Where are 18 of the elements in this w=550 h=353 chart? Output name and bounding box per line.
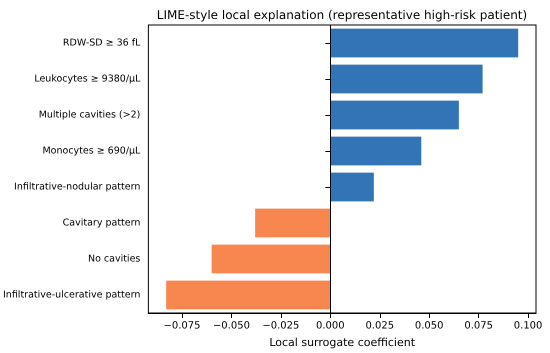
x-tick-label: 0.075 bbox=[464, 320, 493, 332]
x-tick-label: 0.100 bbox=[514, 320, 542, 332]
y-tick-label: Monocytes ≥ 690/µL bbox=[42, 146, 142, 156]
x-tick-label: −0.025 bbox=[262, 320, 300, 332]
y-tick-label: Infiltrative-nodular pattern bbox=[14, 182, 140, 192]
x-tick-label: 0.000 bbox=[316, 320, 345, 332]
y-tick-label: Multiple cavities (>2) bbox=[38, 110, 140, 120]
chart-title: LIME-style local explanation (representative high-risk patient) bbox=[156, 8, 528, 22]
y-tick-label: Infiltrative-ulcerative pattern bbox=[2, 290, 140, 300]
y-tick-label: RDW-SD ≥ 36 fL bbox=[62, 38, 142, 48]
x-tick-label: −0.050 bbox=[212, 320, 250, 332]
y-tick-label: Leukocytes ≥ 9380/µL bbox=[34, 74, 142, 84]
x-tick-label: −0.075 bbox=[163, 320, 200, 332]
y-tick-label: Cavitary pattern bbox=[62, 218, 140, 228]
y-tick-label: No cavities bbox=[88, 254, 140, 264]
x-tick-label: 0.050 bbox=[414, 320, 444, 332]
x-tick-label: 0.025 bbox=[365, 320, 394, 332]
x-axis-title: Local surrogate coefficient bbox=[269, 336, 416, 349]
